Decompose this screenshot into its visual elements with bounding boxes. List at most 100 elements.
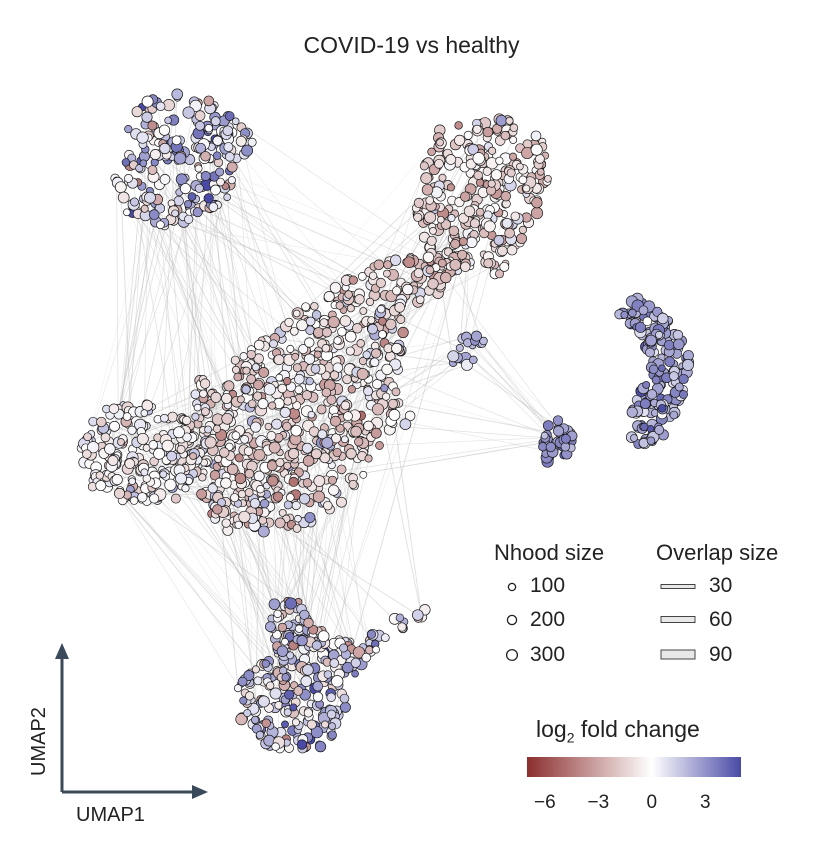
neighbourhood-point [630, 434, 638, 442]
neighbourhood-point [395, 613, 405, 623]
neighbourhood-point [291, 718, 300, 727]
neighbourhood-point [438, 173, 447, 182]
neighbourhood-point [342, 661, 354, 674]
neighbourhood-point [164, 478, 177, 491]
neighbourhood-point [367, 629, 376, 639]
neighbourhood-point [317, 429, 328, 440]
neighbourhood-point [373, 259, 385, 270]
neighbourhood-point [291, 352, 300, 361]
overlap-edge [114, 117, 148, 481]
neighbourhood-point [283, 461, 292, 470]
neighbourhood-point [283, 396, 293, 406]
neighbourhood-point [212, 135, 223, 146]
neighbourhood-point [332, 447, 342, 458]
size-legend-label-100: 100 [530, 574, 566, 597]
neighbourhood-point [363, 386, 374, 397]
colorbar-title: log2 fold change [536, 716, 700, 746]
neighbourhood-point [421, 184, 434, 196]
neighbourhood-point [221, 392, 233, 404]
neighbourhood-point [171, 135, 182, 146]
neighbourhood-point [286, 493, 295, 502]
neighbourhood-point [281, 637, 289, 646]
neighbourhood-point [189, 452, 197, 460]
neighbourhood-point [329, 370, 340, 380]
size-legend-label-200: 200 [530, 608, 566, 631]
neighbourhood-point [223, 380, 235, 392]
neighbourhood-point [321, 720, 329, 729]
neighbourhood-point [284, 689, 295, 700]
neighbourhood-points [76, 88, 694, 754]
neighbourhood-point [231, 117, 240, 126]
neighbourhood-point [215, 167, 225, 177]
neighbourhood-point [122, 412, 132, 421]
neighbourhood-point [648, 364, 659, 375]
neighbourhood-point [460, 261, 471, 272]
overlap-edge [117, 269, 431, 456]
neighbourhood-point [620, 310, 629, 319]
neighbourhood-point [328, 475, 337, 485]
neighbourhood-point [268, 401, 277, 410]
neighbourhood-point [284, 317, 294, 327]
neighbourhood-point [317, 630, 330, 643]
neighbourhood-point [469, 218, 480, 229]
neighbourhood-point [282, 421, 292, 432]
neighbourhood-point [208, 202, 219, 212]
overlap-edge [225, 453, 268, 678]
neighbourhood-point [500, 191, 511, 202]
neighbourhood-point [266, 681, 275, 690]
neighbourhood-point [450, 239, 461, 249]
overlap-edge [227, 130, 421, 294]
overlap-edge [481, 343, 566, 447]
neighbourhood-point [221, 412, 234, 425]
neighbourhood-point [161, 439, 174, 452]
neighbourhood-point [124, 174, 133, 183]
neighbourhood-point [447, 214, 456, 222]
neighbourhood-point [530, 207, 544, 220]
neighbourhood-point [284, 597, 297, 610]
neighbourhood-point [247, 137, 257, 147]
neighbourhood-point [224, 111, 235, 121]
neighbourhood-point [389, 254, 402, 266]
neighbourhood-point [310, 364, 321, 374]
overlap-edge [141, 203, 189, 413]
neighbourhood-point [487, 179, 496, 188]
neighbourhood-point [342, 374, 352, 385]
colorbar-tick-label: −6 [533, 792, 556, 813]
neighbourhood-point [495, 269, 504, 279]
neighbourhood-point [292, 401, 302, 410]
neighbourhood-point [413, 197, 424, 208]
neighbourhood-point [391, 387, 401, 397]
overlap-edge [247, 471, 372, 635]
neighbourhood-point [303, 708, 313, 718]
neighbourhood-point [326, 692, 336, 703]
overlap-legend-label-90: 90 [709, 643, 733, 666]
neighbourhood-point [454, 134, 466, 146]
neighbourhood-point [259, 498, 270, 509]
neighbourhood-point [501, 217, 513, 229]
neighbourhood-point [301, 302, 311, 312]
neighbourhood-point [424, 211, 437, 224]
neighbourhood-point [340, 400, 351, 411]
neighbourhood-point [216, 177, 225, 187]
neighbourhood-point [365, 297, 375, 307]
neighbourhood-point [130, 197, 140, 207]
neighbourhood-point [95, 480, 107, 492]
neighbourhood-point [333, 336, 342, 345]
neighbourhood-point [463, 130, 473, 140]
umap2-arrowhead [55, 643, 69, 659]
neighbourhood-point [196, 488, 207, 500]
neighbourhood-point [214, 454, 223, 463]
neighbourhood-point [425, 196, 434, 205]
overlap-edge [137, 213, 288, 427]
neighbourhood-point [294, 514, 302, 523]
neighbourhood-point [292, 309, 301, 318]
neighbourhood-point [348, 275, 358, 285]
overlap-edge [90, 150, 179, 434]
neighbourhood-point [289, 326, 299, 336]
neighbourhood-point [628, 308, 637, 318]
neighbourhood-point [238, 510, 251, 523]
neighbourhood-point [312, 680, 324, 692]
neighbourhood-point [182, 106, 195, 119]
neighbourhood-point [121, 158, 131, 167]
size-legend-symbols [505, 582, 519, 662]
